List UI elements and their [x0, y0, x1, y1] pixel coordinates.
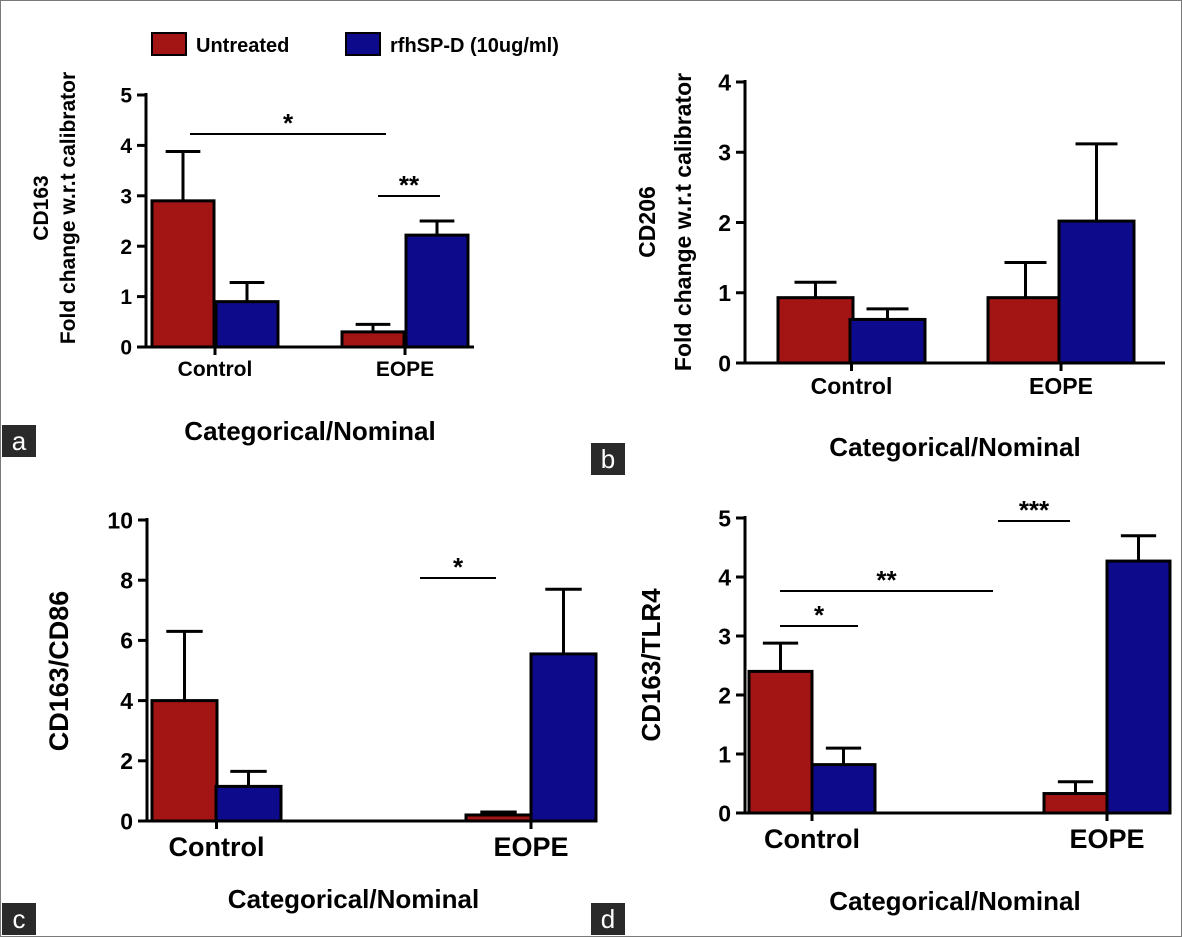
y-axis-label-a: CD163 [30, 175, 53, 240]
bar-a-control-untreated [150, 199, 216, 349]
panel-label-box-b [591, 443, 625, 475]
bar-c-eope-treated [529, 652, 598, 823]
y-tick-label-d: 4 [718, 564, 731, 590]
panel-label-b: b [601, 444, 615, 474]
legend-label-treated: rfhSP-D (10ug/ml) [390, 35, 559, 57]
legend: Untreated rfhSP-D (10ug/ml) [151, 32, 559, 57]
y-axis-label-d: CD163/TLR4 [636, 588, 666, 742]
y-axis-label-a: Fold change w.r.t calibrator [57, 72, 80, 344]
x-tick-label-c: Control [169, 832, 265, 862]
panel-label-a: a [12, 426, 27, 456]
x-tick-label-d: EOPE [1069, 824, 1144, 854]
bar-d-eope-untreated [1042, 792, 1109, 815]
panel-label-box-d [591, 903, 625, 935]
panel-c: 0 2 4 6 8 10 Control EOPE Categorical/Nominal CD1… [2, 507, 598, 935]
bar-b-control-untreated [776, 296, 855, 365]
bar-a-control-treated [214, 300, 280, 349]
panel-a: 0 1 2 3 4 5 Control EOPE Categorical/Nominal CD16… [2, 72, 474, 457]
x-axis-label-d: Categorical/Nominal [829, 886, 1080, 916]
y-tick-label-a: 5 [120, 85, 132, 108]
bar-a-eope-treated [404, 233, 470, 349]
panel-label-box-a [2, 425, 36, 457]
y-tick-label-b: 3 [718, 140, 731, 166]
y-tick-label-c: 0 [120, 808, 133, 834]
y-axis-label-b: CD206 [634, 186, 660, 258]
x-tick-label-b: Control [811, 373, 893, 399]
bar-c-control-untreated [150, 699, 219, 823]
y-tick-label-d: 0 [718, 800, 731, 826]
y-tick-label-c: 2 [120, 748, 133, 774]
y-tick-label-d: 2 [718, 682, 731, 708]
significance-label-d: * [814, 600, 825, 630]
x-tick-label-d: Control [764, 824, 860, 854]
legend-label-untreated: Untreated [196, 35, 289, 57]
y-tick-label-d: 1 [718, 741, 731, 767]
bar-b-eope-untreated [986, 296, 1065, 365]
y-tick-label-c: 10 [107, 507, 133, 533]
bar-d-eope-treated [1105, 559, 1172, 815]
significance-label-d: ** [876, 565, 897, 595]
y-tick-label-d: 5 [718, 505, 731, 531]
x-tick-label-a: EOPE [376, 358, 434, 381]
x-tick-label-b: EOPE [1029, 373, 1093, 399]
y-tick-label-a: 3 [120, 185, 132, 208]
panel-label-c: c [13, 904, 26, 934]
bar-b-control-treated [848, 317, 927, 365]
y-tick-label-c: 4 [120, 688, 133, 714]
y-tick-label-b: 2 [718, 210, 731, 236]
y-tick-label-c: 6 [120, 628, 133, 654]
panel-b: 0 1 2 3 4 Control EOPE Categorical/Nominal CD206… [591, 69, 1165, 475]
panel-label-box-c [2, 903, 36, 935]
y-tick-label-b: 4 [718, 69, 731, 95]
y-tick-label-a: 0 [120, 337, 132, 360]
y-tick-label-b: 0 [718, 350, 731, 376]
legend-swatch-treated [345, 32, 381, 56]
y-tick-label-a: 2 [120, 236, 132, 259]
significance-label-a: ** [399, 170, 420, 200]
bar-d-control-untreated [747, 669, 814, 815]
x-tick-label-a: Control [178, 358, 253, 381]
panel-d: 0 1 2 3 4 5 Control EOPE Categorical/Nominal CD16… [591, 495, 1172, 935]
legend-item-untreated: Untreated [151, 32, 289, 57]
significance-label-a: * [283, 108, 294, 138]
panel-label-d: d [601, 904, 615, 934]
y-axis-label-b: Fold change w.r.t calibrator [670, 73, 696, 371]
bar-b-eope-treated [1057, 219, 1136, 365]
y-tick-label-a: 1 [120, 286, 132, 309]
legend-item-treated: rfhSP-D (10ug/ml) [345, 32, 559, 57]
x-axis-label-a: Categorical/Nominal [184, 416, 435, 446]
x-tick-label-c: EOPE [493, 832, 568, 862]
y-tick-label-c: 8 [120, 567, 133, 593]
y-axis-label-c: CD163/CD86 [44, 591, 74, 752]
x-axis-label-b: Categorical/Nominal [829, 432, 1080, 462]
y-tick-label-a: 4 [120, 135, 132, 158]
significance-label-c: * [453, 552, 464, 582]
bar-a-eope-untreated [340, 330, 406, 349]
y-tick-label-d: 3 [718, 623, 731, 649]
significance-label-d: *** [1019, 495, 1050, 525]
bar-d-control-treated [810, 763, 877, 815]
legend-swatch-untreated [151, 32, 187, 56]
x-axis-label-c: Categorical/Nominal [228, 884, 479, 914]
bar-c-control-treated [214, 784, 283, 823]
y-tick-label-b: 1 [718, 280, 731, 306]
